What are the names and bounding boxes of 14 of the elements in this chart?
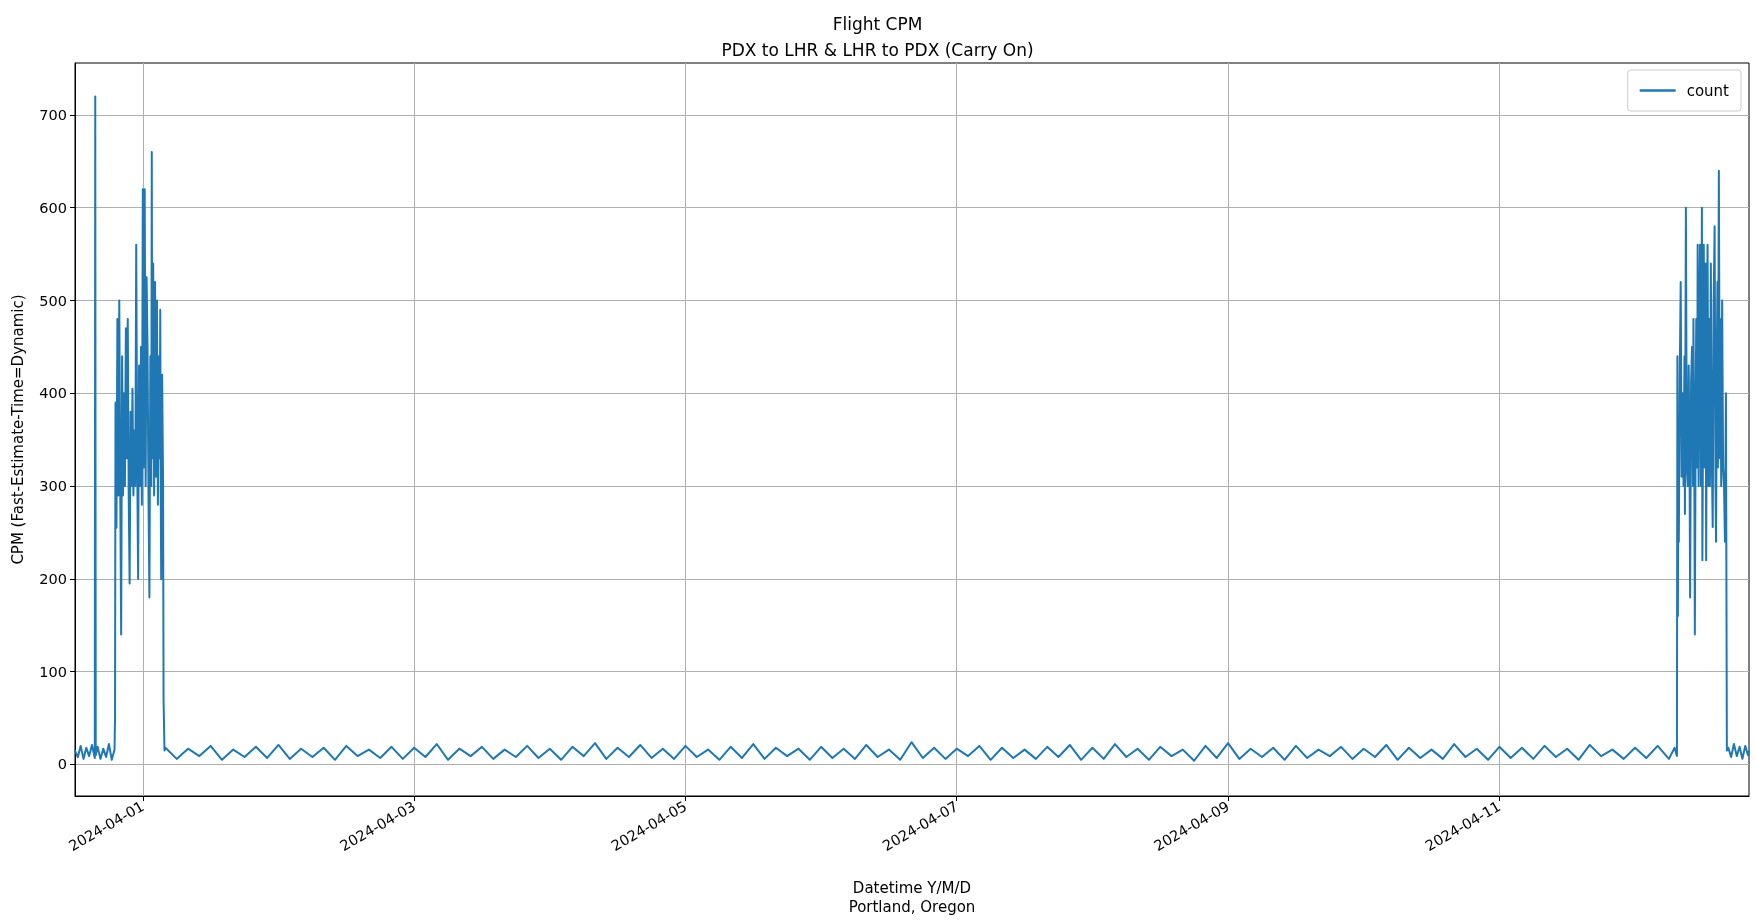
y-tick-label: 100 <box>39 663 67 680</box>
y-tick-label: 700 <box>39 106 67 123</box>
y-tick-label: 0 <box>57 756 67 773</box>
chart-title: Flight CPM <box>832 13 923 34</box>
y-tick-label: 500 <box>39 292 67 309</box>
line-series <box>74 95 1750 762</box>
y-tick-label: 600 <box>39 199 67 216</box>
y-tick-label: 300 <box>39 478 67 495</box>
chart-subtitle: PDX to LHR & LHR to PDX (Carry On) <box>721 39 1034 60</box>
x-axis-title: Datetime Y/M/D Portland, Oregon <box>848 878 976 916</box>
y-tick-label: 400 <box>39 385 67 402</box>
legend-label: count <box>1686 81 1730 100</box>
y-tick-label: 200 <box>39 570 67 587</box>
y-axis-title: CPM (Fast-Estimate-Time=Dynamic) <box>8 294 27 565</box>
